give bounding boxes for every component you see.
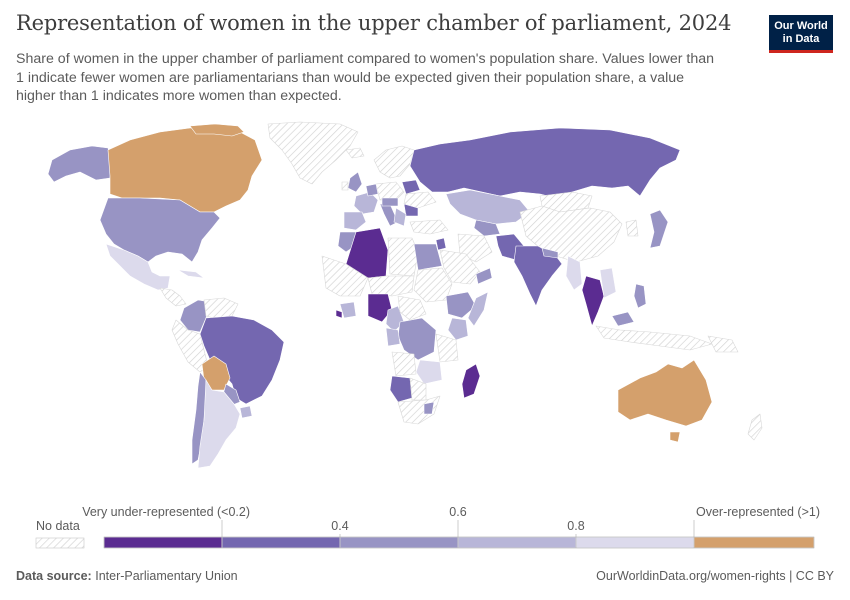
chad-car[interactable] bbox=[397, 295, 427, 321]
west-sahel[interactable] bbox=[321, 255, 369, 297]
libya[interactable] bbox=[387, 237, 419, 277]
chart-title: Representation of women in the upper cha… bbox=[16, 11, 732, 35]
tanzania[interactable] bbox=[435, 333, 459, 363]
vietnam-laos[interactable] bbox=[599, 267, 617, 299]
uzbekistan[interactable] bbox=[473, 219, 501, 237]
alaska[interactable] bbox=[47, 145, 113, 183]
logo-line-1: Our World bbox=[774, 20, 828, 32]
legend-label-06: 0.6 bbox=[449, 505, 466, 519]
iceland[interactable] bbox=[345, 147, 365, 159]
kenya[interactable] bbox=[447, 317, 469, 341]
nepal-bhutan[interactable] bbox=[541, 247, 559, 259]
france[interactable] bbox=[353, 191, 379, 215]
legend-label-very-under: Very under-represented (<0.2) bbox=[82, 505, 250, 519]
data-source-value[interactable]: Inter-Parliamentary Union bbox=[95, 569, 238, 583]
scandinavia[interactable] bbox=[373, 145, 415, 179]
myanmar[interactable] bbox=[565, 255, 583, 291]
data-source-label: Data source: bbox=[16, 569, 92, 583]
new-zealand[interactable] bbox=[747, 413, 763, 441]
mexico[interactable] bbox=[105, 243, 171, 291]
united-kingdom[interactable] bbox=[347, 171, 363, 193]
chart-subtitle: Share of women in the upper chamber of p… bbox=[16, 51, 715, 104]
russia[interactable] bbox=[409, 127, 681, 199]
thailand[interactable] bbox=[581, 275, 605, 327]
no-data-label: No data bbox=[36, 519, 80, 533]
mali-niger[interactable] bbox=[367, 275, 415, 297]
papua-new-guinea[interactable] bbox=[707, 335, 739, 353]
zambia-zimbabwe[interactable] bbox=[415, 359, 443, 385]
footer-url[interactable]: OurWorldinData.org/women-rights | CC BY bbox=[596, 569, 834, 583]
czechia-austria[interactable] bbox=[381, 197, 399, 207]
legend-label-08: 0.8 bbox=[567, 519, 584, 533]
belarus[interactable] bbox=[401, 179, 421, 195]
tasmania[interactable] bbox=[669, 431, 681, 443]
legend-bin-5[interactable] bbox=[575, 536, 695, 549]
germany-poland[interactable] bbox=[375, 181, 405, 201]
ethiopia[interactable] bbox=[445, 291, 477, 319]
owid-logo[interactable]: Our World in Data bbox=[769, 15, 833, 53]
legend-bin-4[interactable] bbox=[457, 536, 577, 549]
world-map[interactable] bbox=[0, 115, 850, 495]
no-data-swatch bbox=[35, 537, 85, 549]
legend-label-04: 0.4 bbox=[331, 519, 348, 533]
philippines[interactable] bbox=[633, 283, 647, 309]
saudi-arabia[interactable] bbox=[439, 249, 481, 285]
liberia[interactable] bbox=[335, 309, 343, 319]
argentina[interactable] bbox=[197, 379, 241, 469]
data-source: Data source: Inter-Parliamentary Union bbox=[16, 569, 238, 583]
egypt[interactable] bbox=[413, 243, 443, 271]
legend-label-over: Over-represented (>1) bbox=[696, 505, 820, 519]
japan[interactable] bbox=[649, 209, 669, 249]
cuba[interactable] bbox=[177, 269, 205, 279]
australia[interactable] bbox=[617, 359, 713, 427]
oman-yemen[interactable] bbox=[475, 267, 493, 285]
legend-bin-over[interactable] bbox=[693, 536, 815, 549]
gabon-congo[interactable] bbox=[385, 327, 401, 347]
ireland[interactable] bbox=[341, 181, 349, 191]
legend: No data Very under-represented (<0.2) 0.… bbox=[35, 505, 820, 549]
legend-bin-2[interactable] bbox=[221, 536, 341, 549]
legend-bin-3[interactable] bbox=[339, 536, 459, 549]
kazakhstan[interactable] bbox=[445, 189, 531, 225]
romania[interactable] bbox=[403, 203, 419, 217]
belgium-nl[interactable] bbox=[365, 183, 379, 197]
korea[interactable] bbox=[625, 219, 639, 237]
malaysia[interactable] bbox=[611, 311, 635, 327]
lesotho-eswatini[interactable] bbox=[423, 401, 435, 415]
united-states[interactable] bbox=[99, 197, 221, 263]
namibia[interactable] bbox=[389, 375, 413, 403]
brazil[interactable] bbox=[199, 315, 285, 405]
legend-bin-very-under[interactable] bbox=[103, 536, 223, 549]
logo-line-2: in Data bbox=[782, 32, 820, 45]
greenland[interactable] bbox=[267, 121, 359, 185]
jordan[interactable] bbox=[435, 237, 447, 251]
canada-islands[interactable] bbox=[189, 123, 245, 137]
venezuela[interactable] bbox=[203, 297, 239, 319]
spain[interactable] bbox=[343, 211, 367, 231]
madagascar[interactable] bbox=[461, 363, 481, 399]
uruguay[interactable] bbox=[239, 405, 253, 419]
angola[interactable] bbox=[391, 351, 417, 377]
indonesia[interactable] bbox=[595, 325, 713, 351]
ukraine[interactable] bbox=[403, 191, 437, 209]
sudan[interactable] bbox=[413, 267, 453, 303]
turkey[interactable] bbox=[409, 219, 449, 235]
balkans[interactable] bbox=[393, 207, 407, 227]
central-america[interactable] bbox=[159, 287, 187, 307]
somalia[interactable] bbox=[467, 291, 489, 327]
legend-bar-border bbox=[103, 536, 815, 549]
colombia[interactable] bbox=[179, 299, 211, 333]
ivory-coast[interactable] bbox=[339, 301, 357, 319]
